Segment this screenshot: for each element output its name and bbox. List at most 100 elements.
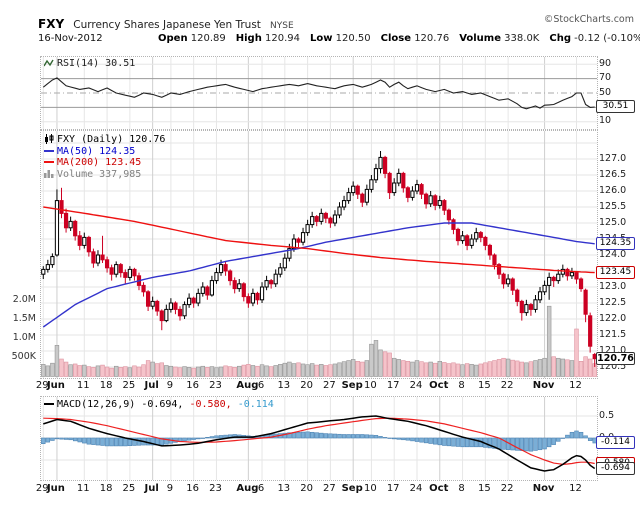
macd-signal-value: -0.580, xyxy=(189,399,232,410)
candle-body xyxy=(168,302,173,310)
volume-bar xyxy=(287,361,292,377)
quote-label: High xyxy=(235,33,262,44)
volume-bar xyxy=(278,364,283,377)
volume-bar xyxy=(100,364,105,377)
volume-bar xyxy=(360,361,365,377)
date-label: 16 xyxy=(186,483,200,494)
candle-body xyxy=(177,308,183,317)
histogram-bar xyxy=(410,437,415,442)
date-label: 27 xyxy=(323,483,336,494)
histogram-bar xyxy=(164,437,169,445)
volume-bar xyxy=(364,360,370,377)
macd-line-swatch xyxy=(44,403,54,405)
candle-body xyxy=(328,217,333,224)
price-tick-label: 122.5 xyxy=(599,296,627,308)
volume-bar xyxy=(524,362,529,377)
volume-bar xyxy=(227,366,233,377)
quote-value: 338.0K xyxy=(501,33,540,44)
volume-bar xyxy=(332,363,338,377)
symbol-legend-row: FXY (Daily) 120.76 xyxy=(44,134,165,146)
volume-bar xyxy=(255,365,260,377)
candle-body xyxy=(537,291,543,301)
volume-bar xyxy=(41,364,46,377)
macd-value-box: -0.694 xyxy=(596,462,635,475)
candle-body xyxy=(50,256,55,266)
date-label: Jul xyxy=(144,380,159,391)
volume-bar xyxy=(309,363,315,377)
histogram-bar xyxy=(378,436,383,439)
histogram-bar xyxy=(72,437,78,442)
quote-value: 120.94 xyxy=(261,33,300,44)
candles xyxy=(41,151,597,367)
candle-body xyxy=(45,264,50,270)
histogram-bar xyxy=(396,437,401,440)
histogram-bar xyxy=(355,434,360,439)
candle-body xyxy=(232,280,237,290)
candle-body xyxy=(123,272,128,278)
volume-bar xyxy=(556,357,561,377)
price-tick-label: 126.0 xyxy=(599,184,627,196)
histogram-bar xyxy=(387,437,392,439)
histogram-bar xyxy=(474,437,479,448)
candle-body xyxy=(332,214,338,224)
macd-x-axis: 29 Jun 11 18 25 Jul 9 16 23 Aug 6 13 20 27 Sep 10 17 24 Oc… xyxy=(36,482,596,497)
histogram-bar xyxy=(583,435,588,439)
volume-bar xyxy=(505,358,511,377)
price-tick-label: 127.0 xyxy=(599,152,627,164)
histogram-bar xyxy=(91,437,96,445)
macd-legend-name: MACD(12,26,9) xyxy=(57,399,136,410)
candle-body xyxy=(364,188,369,203)
date-label: Sep xyxy=(341,483,363,494)
histogram-bar xyxy=(50,437,55,441)
date-label: 12 xyxy=(569,380,582,391)
candle-body xyxy=(578,278,584,290)
volume-bar xyxy=(200,365,205,377)
volume-bar xyxy=(382,351,388,377)
date-label: 20 xyxy=(300,380,313,391)
candle-body xyxy=(588,315,593,347)
candle-body xyxy=(492,254,497,266)
candle-body xyxy=(583,289,588,315)
volume-bar xyxy=(501,357,506,377)
stockcharts-credit-link[interactable]: ©StockCharts.com xyxy=(543,14,634,25)
date-label: 6 xyxy=(257,380,265,391)
candle-body xyxy=(228,270,233,282)
histogram-bar xyxy=(150,437,155,446)
date-label: Jun xyxy=(46,483,65,494)
candle-body xyxy=(506,278,511,285)
candle-body xyxy=(145,291,151,307)
volume-bar xyxy=(410,361,415,377)
rsi-indicator-icon xyxy=(44,59,54,66)
rsi-tick-label: 90 xyxy=(599,57,612,69)
macd-histogram xyxy=(41,430,597,452)
volume-bar xyxy=(469,364,474,377)
price-x-axis: 29 Jun 11 18 25 Jul 9 16 23 Aug 6 13 20 27 Sep 10 17 24 Oc… xyxy=(36,379,596,394)
histogram-bar xyxy=(524,437,529,452)
volume-bar xyxy=(223,365,228,377)
candle-body xyxy=(341,200,347,208)
candle-body xyxy=(132,268,137,277)
candle-body xyxy=(305,224,310,234)
volume-bar xyxy=(305,364,310,377)
volume-bar xyxy=(109,367,114,377)
candle-body xyxy=(524,304,529,314)
date-label: 12 xyxy=(569,483,582,494)
ohlc-summary: Open 120.89 High 120.94 Low 120.50 Close 12… xyxy=(148,33,640,44)
candle-body xyxy=(510,278,515,291)
histogram-bar xyxy=(551,437,556,445)
histogram-bar xyxy=(341,434,347,439)
volume-bar xyxy=(182,366,187,377)
candle-body xyxy=(392,182,397,194)
candle-body xyxy=(396,172,401,184)
volume-bar xyxy=(483,362,488,377)
histogram-bar xyxy=(469,437,474,448)
volume-bar xyxy=(91,367,96,377)
candle-body xyxy=(196,292,201,304)
volume-tick-label: 2.0M xyxy=(12,294,36,305)
histogram-bar xyxy=(205,437,210,439)
volume-bar xyxy=(300,363,306,377)
macd-legend: MACD(12,26,9) -0.694, -0.580, -0.114 xyxy=(44,399,274,411)
histogram-bar xyxy=(309,431,315,439)
volume-bar xyxy=(319,364,324,377)
volume-bar xyxy=(232,367,237,377)
